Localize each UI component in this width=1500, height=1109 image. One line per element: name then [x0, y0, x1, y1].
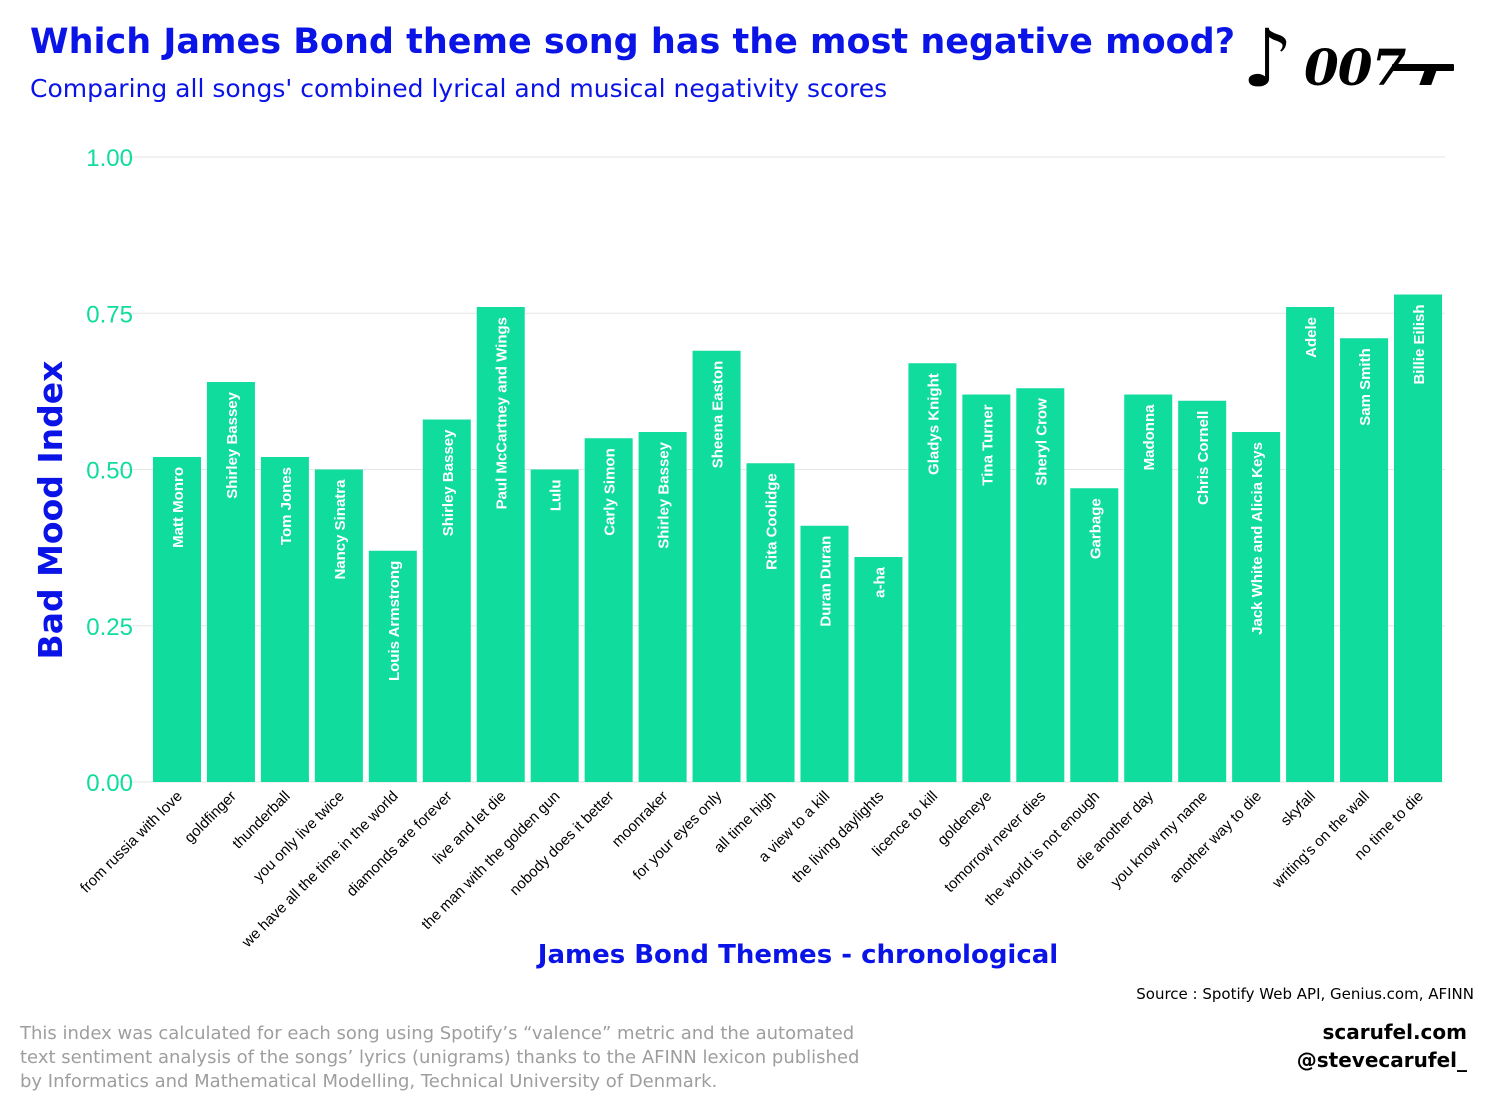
x-tick-label: nobody does it better — [506, 788, 617, 899]
bar-artist-label: Matt Monro — [170, 467, 187, 548]
methodology-footnote: This index was calculated for each song … — [20, 1023, 860, 1092]
bar-artist-label: Adele — [1303, 317, 1320, 358]
bar — [746, 463, 795, 782]
bar — [260, 457, 309, 782]
bar-artist-label: Sheena Easton — [710, 361, 727, 469]
website-link[interactable]: scarufel.com — [1322, 1020, 1467, 1044]
bar-artist-label: Shirley Bassey — [656, 441, 673, 548]
bar — [530, 469, 579, 782]
bar-artist-label: Shirley Bassey — [440, 429, 457, 536]
bar-artist-label: Sheryl Crow — [1033, 398, 1050, 486]
bar — [908, 363, 957, 782]
bar — [152, 457, 201, 782]
bar — [1340, 338, 1389, 782]
bar — [962, 394, 1011, 782]
bar — [1178, 400, 1227, 782]
source-note: Source : Spotify Web API, Genius.com, AF… — [1136, 985, 1474, 1003]
bar-chart: 0.00 0.25 0.50 0.75 1.00 Matt Monro from russi… — [31, 145, 1445, 970]
x-tick-label: skyfall — [1277, 788, 1318, 829]
bar-artist-label: Chris Cornell — [1195, 411, 1212, 505]
bar — [1124, 394, 1173, 782]
x-tick-label: tomorrow never dies — [941, 788, 1049, 896]
bar-artist-label: Duran Duran — [817, 536, 834, 627]
y-tick-label: 0.00 — [86, 770, 133, 797]
bar — [584, 438, 633, 782]
bar-artist-label: Carly Simon — [602, 448, 619, 536]
bar-artist-label: Garbage — [1087, 498, 1104, 559]
chart-title: Which James Bond theme song has the most… — [30, 22, 1236, 62]
bar-artist-label: Nancy Sinatra — [332, 479, 349, 580]
bar — [368, 550, 417, 782]
bar — [1394, 294, 1443, 782]
x-tick-label: from russia with love — [77, 788, 186, 897]
bond-007-logo: ♪ 007 — [1242, 14, 1457, 105]
x-tick-label: diamonds are forever — [343, 788, 455, 900]
bar-artist-label: Louis Armstrong — [386, 561, 403, 681]
x-tick-label: another way to die — [1166, 788, 1265, 887]
x-tick-label: you only live twice — [250, 788, 348, 886]
credits: scarufel.com @stevecarufel_ — [1297, 1018, 1467, 1074]
bar-artist-label: Madonna — [1141, 404, 1158, 470]
bar-artist-label: Lulu — [548, 480, 565, 512]
bar — [692, 350, 741, 782]
music-note-icon: ♪ — [1242, 12, 1294, 105]
bar-artist-label: Shirley Bassey — [224, 391, 241, 498]
bar-artist-label: Gladys Knight — [925, 373, 942, 475]
y-tick-label: 0.50 — [86, 458, 133, 485]
bar — [1070, 488, 1119, 782]
logo-text: 007 — [1304, 38, 1406, 97]
twitter-handle[interactable]: @stevecarufel_ — [1296, 1048, 1467, 1072]
bar — [314, 469, 363, 782]
bar-artist-label: Billie Eilish — [1411, 305, 1428, 385]
bar-artist-label: Sam Smith — [1357, 348, 1374, 426]
chart-subtitle: Comparing all songs' combined lyrical an… — [30, 74, 888, 103]
bar — [1016, 388, 1065, 782]
x-tick-label: the living daylights — [789, 788, 888, 887]
bar — [854, 557, 903, 782]
bar-artist-label: Paul McCartney and Wings — [494, 317, 511, 509]
bar-artist-label: Rita Coolidge — [764, 473, 781, 570]
x-axis-title: James Bond Themes - chronological — [536, 940, 1058, 970]
y-tick-label: 0.25 — [86, 614, 133, 641]
bar — [800, 525, 849, 782]
gun-barrel-shape — [1392, 64, 1454, 71]
bar-artist-label: a-ha — [871, 566, 888, 598]
bar — [1232, 432, 1281, 782]
y-tick-label: 0.75 — [86, 301, 133, 328]
y-axis-title: Bad Mood Index — [31, 361, 70, 660]
bar-artist-label: Jack White and Alicia Keys — [1249, 442, 1266, 635]
y-tick-label: 1.00 — [86, 145, 133, 172]
bar-artist-label: Tina Turner — [979, 404, 996, 485]
bar — [206, 382, 255, 782]
bar — [422, 419, 471, 782]
bar — [1286, 307, 1335, 782]
bar-artist-label: Tom Jones — [278, 467, 295, 545]
bar — [476, 307, 525, 782]
x-tick-label: you know my name — [1108, 788, 1211, 891]
bar — [638, 432, 687, 782]
x-tick-label: writing's on the wall — [1269, 788, 1373, 892]
